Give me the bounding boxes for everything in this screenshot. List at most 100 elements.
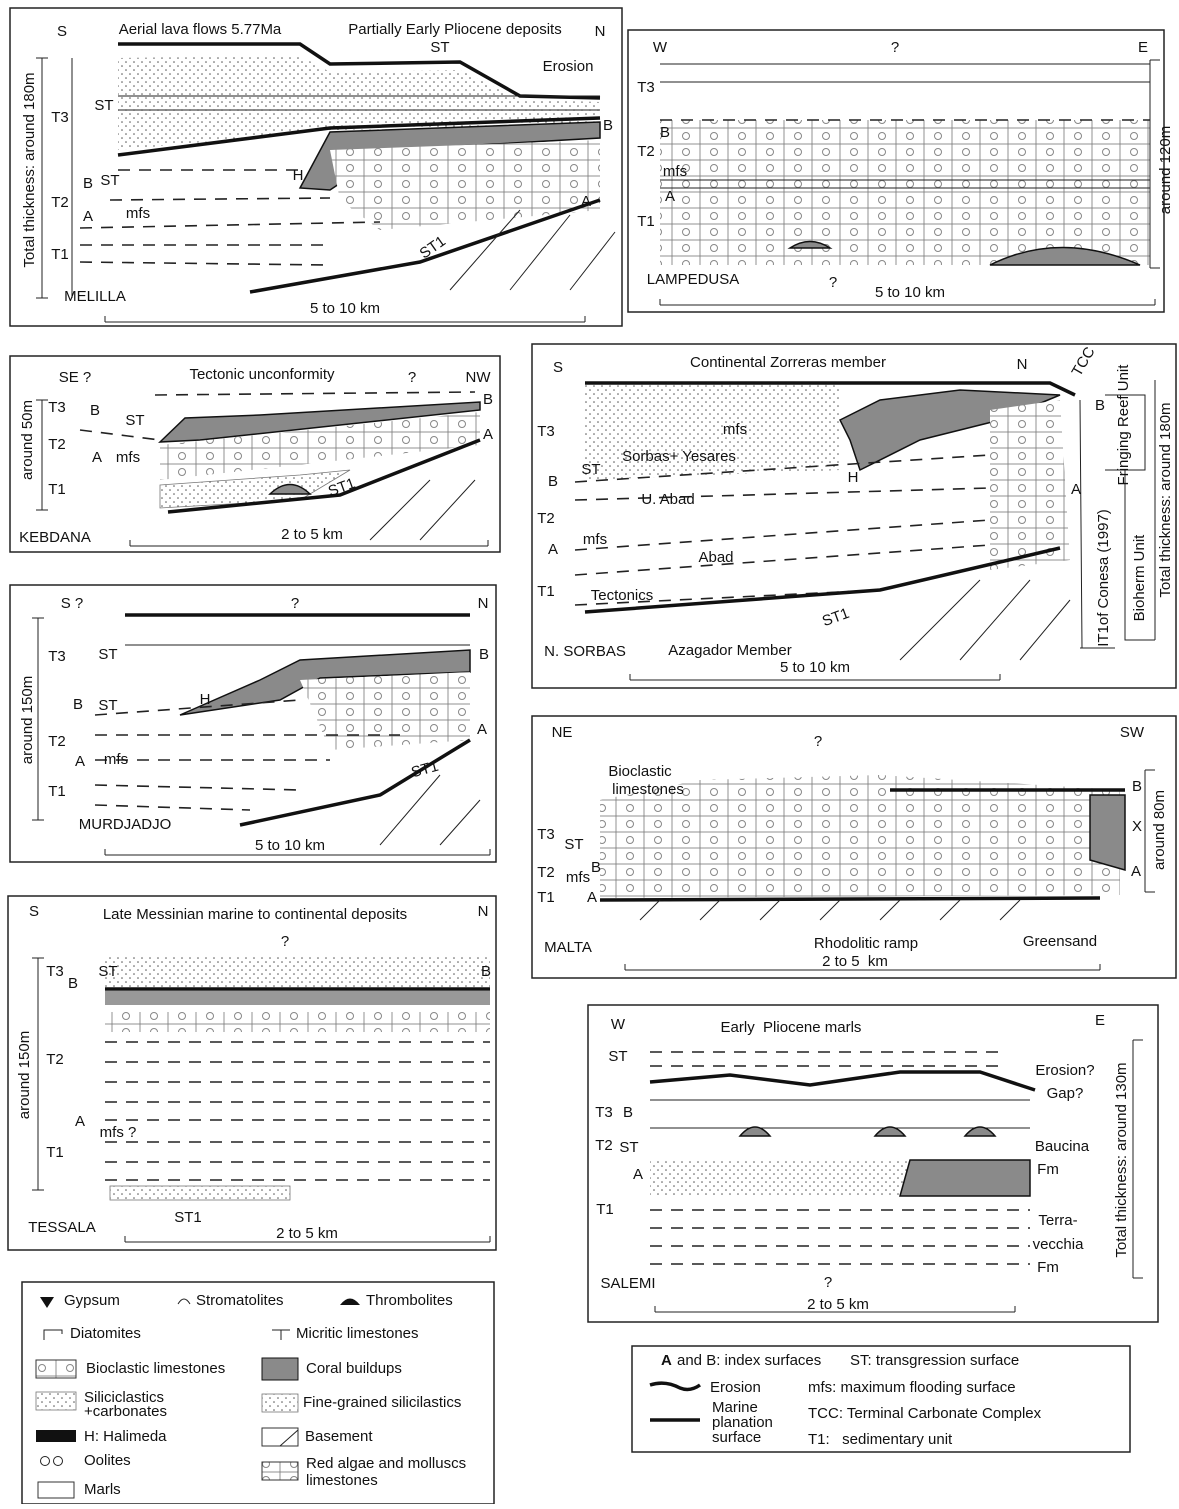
section-label: T1 [48, 481, 66, 498]
section-label: B [603, 117, 613, 134]
section-label: ? [408, 369, 416, 386]
key-label: and B: index surfaces [677, 1352, 821, 1369]
legend-label: Bioclastic limestones [86, 1360, 225, 1377]
legend-label: Marls [84, 1481, 121, 1498]
section-label: T2 [637, 143, 655, 160]
section-label: T2 [537, 864, 555, 881]
section-label: NE [552, 724, 573, 741]
salemi-section [650, 1040, 1143, 1312]
section-label: T3 [637, 79, 655, 96]
section-label: B [479, 646, 489, 663]
legend-label: +carbonates [84, 1403, 167, 1420]
section-label: E [1138, 39, 1148, 56]
section-label: T3 [46, 963, 64, 980]
section-label: T1 [48, 783, 66, 800]
section-label: Late Messinian marine to continental dep… [103, 906, 407, 923]
section-label: around 150m [16, 1031, 33, 1119]
section-label: around 80m [1151, 790, 1168, 870]
section-label: N [595, 23, 606, 40]
section-label: mfs [116, 449, 140, 466]
section-label: T2 [595, 1137, 613, 1154]
section-label: T2 [51, 194, 69, 211]
key-label: ST: transgression surface [850, 1352, 1019, 1369]
section-label: ST [94, 97, 113, 114]
section-label: 2 to 5 km [281, 526, 343, 543]
legend-label: limestones [306, 1472, 378, 1489]
section-label: ST [100, 172, 119, 189]
section-label: ? [824, 1274, 832, 1291]
melilla-section [36, 44, 615, 322]
section-label: ST1 [409, 758, 440, 782]
key-label: A [661, 1352, 672, 1369]
section-label: 2 to 5 km [822, 953, 888, 970]
section-label: Tectonics [591, 587, 654, 604]
section-label: mfs [723, 421, 747, 438]
section-label: B [483, 391, 493, 408]
section-label: mfs [566, 869, 590, 886]
section-label: mfs [663, 163, 687, 180]
section-label: A [665, 188, 675, 205]
key-label: Erosion [710, 1379, 761, 1396]
section-label: mfs [126, 205, 150, 222]
section-label: MURDJADJO [79, 816, 172, 833]
section-label: NW [466, 369, 492, 386]
section-label: S [29, 903, 39, 920]
section-label: Gap? [1047, 1085, 1084, 1102]
legend-label: Gypsum [64, 1292, 120, 1309]
section-label: ? [281, 933, 289, 950]
section-label: N [1017, 356, 1028, 373]
section-label: ? [829, 274, 837, 291]
section-label: Tectonic unconformity [189, 366, 335, 383]
section-label: 5 to 10 km [875, 284, 945, 301]
legend-label: Oolites [84, 1452, 131, 1469]
section-label: T1 [46, 1144, 64, 1161]
section-label: 5 to 10 km [310, 300, 380, 317]
section-label: Total thickness: around 180m [21, 72, 38, 267]
sorbas-section [575, 380, 1155, 680]
section-label: T2 [48, 436, 66, 453]
section-label: 5 to 10 km [255, 837, 325, 854]
section-label: around 150m [19, 676, 36, 764]
section-label: A [92, 449, 102, 466]
section-label: A [633, 1166, 643, 1183]
page: {"panels": [ {"labels": ["S","Aerial lav… [0, 0, 1179, 1504]
section-label: ST [98, 963, 117, 980]
section-label: A [548, 541, 558, 558]
section-label: ST [608, 1048, 627, 1065]
section-label: B [1132, 778, 1142, 795]
section-label: W [653, 39, 668, 56]
legend-label: Basement [305, 1428, 373, 1445]
section-label: ST [564, 836, 583, 853]
section-label: Erosion? [1035, 1062, 1094, 1079]
section-label: E [1095, 1012, 1105, 1029]
section-label: LAMPEDUSA [647, 271, 740, 288]
section-label: B [591, 859, 601, 876]
section-label: B [481, 963, 491, 980]
section-label: T1 [51, 246, 69, 263]
section-label: T1 [537, 583, 555, 600]
section-label: H [293, 167, 304, 184]
legend-label: Coral buildups [306, 1360, 402, 1377]
section-label: Fm [1037, 1259, 1059, 1276]
section-label: TESSALA [28, 1219, 96, 1236]
section-label: Sorbas+ Yesares [622, 448, 736, 465]
section-label: MALTA [544, 939, 592, 956]
key-label: T1: sedimentary unit [808, 1431, 953, 1448]
section-label: T3 [51, 109, 69, 126]
section-label: mfs [104, 751, 128, 768]
section-label: MELILLA [64, 288, 126, 305]
section-label: ST [125, 412, 144, 429]
section-label: B [90, 402, 100, 419]
section-label: ? [814, 733, 822, 750]
section-label: 2 to 5 km [807, 1296, 869, 1313]
section-label: B [660, 124, 670, 141]
section-label: Fm [1037, 1161, 1059, 1178]
section-label: ST [619, 1139, 638, 1156]
section-label: A [83, 208, 93, 225]
tessala-section [32, 955, 490, 1242]
section-label: T3 [537, 423, 555, 440]
section-label: X [1132, 818, 1142, 835]
section-label: TCC [1068, 344, 1098, 379]
section-label: N [478, 903, 489, 920]
section-label: U. Abad [641, 491, 694, 508]
